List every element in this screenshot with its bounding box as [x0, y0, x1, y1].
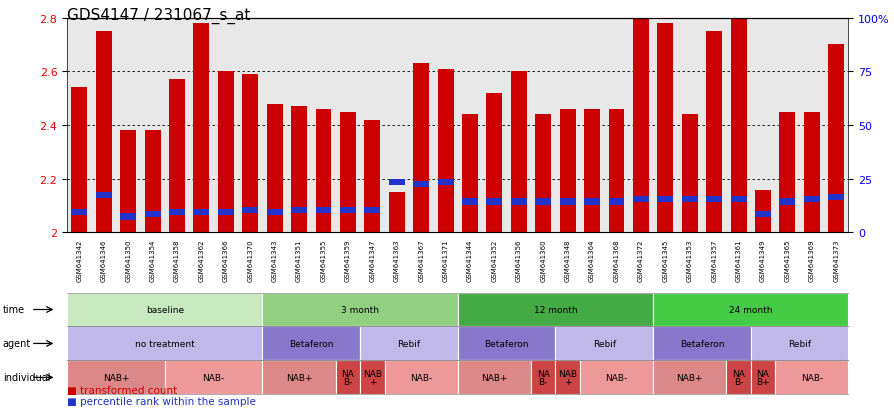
Bar — [755, 211, 770, 218]
Bar — [461, 199, 477, 205]
Bar — [291, 107, 307, 233]
Text: individual: individual — [3, 373, 50, 382]
Bar — [730, 197, 746, 203]
Text: GDS4147 / 231067_s_at: GDS4147 / 231067_s_at — [67, 8, 250, 24]
Bar — [535, 115, 551, 233]
Bar — [510, 72, 527, 233]
Bar — [779, 199, 795, 205]
Bar — [145, 211, 160, 218]
Bar — [388, 179, 404, 186]
Bar — [657, 197, 672, 203]
Bar — [705, 197, 721, 203]
Bar — [584, 199, 599, 205]
Bar — [632, 197, 648, 203]
Bar — [340, 112, 356, 233]
Bar — [364, 207, 380, 214]
Text: NAB+: NAB+ — [676, 373, 702, 382]
Bar — [242, 75, 257, 233]
Text: time: time — [3, 305, 25, 315]
Bar — [486, 94, 502, 233]
Text: NAB
+: NAB + — [558, 369, 577, 386]
Text: Betaferon: Betaferon — [679, 339, 723, 348]
Bar — [266, 104, 283, 233]
Text: NAB-: NAB- — [800, 373, 822, 382]
Bar — [803, 197, 819, 203]
Bar — [559, 110, 575, 233]
Text: NAB
+: NAB + — [362, 369, 382, 386]
Bar — [316, 110, 331, 233]
Text: NAB-: NAB- — [409, 373, 432, 382]
Text: ■ percentile rank within the sample: ■ percentile rank within the sample — [67, 396, 256, 406]
Text: Rebif: Rebif — [788, 339, 810, 348]
Text: NA
B+: NA B+ — [755, 369, 769, 386]
Text: Betaferon: Betaferon — [484, 339, 528, 348]
Bar — [510, 199, 527, 205]
Bar — [461, 115, 477, 233]
Bar — [340, 207, 356, 214]
Text: NA
B-: NA B- — [342, 369, 354, 386]
Bar — [437, 69, 453, 233]
Text: Rebif: Rebif — [592, 339, 615, 348]
Text: no treatment: no treatment — [135, 339, 195, 348]
Bar — [96, 192, 112, 199]
Bar — [72, 209, 88, 216]
Bar — [169, 80, 185, 233]
Text: 12 month: 12 month — [533, 305, 577, 314]
Bar — [120, 131, 136, 233]
Bar — [388, 193, 404, 233]
Bar — [705, 32, 721, 233]
Text: Betaferon: Betaferon — [289, 339, 333, 348]
Bar — [169, 209, 185, 216]
Bar — [559, 199, 575, 205]
Bar — [72, 88, 88, 233]
Text: NAB+: NAB+ — [103, 373, 129, 382]
Bar — [120, 214, 136, 220]
Bar — [291, 207, 307, 214]
Bar — [827, 45, 843, 233]
Text: NAB+: NAB+ — [481, 373, 507, 382]
Bar — [242, 207, 257, 214]
Text: NA
B-: NA B- — [536, 369, 549, 386]
Text: NAB-: NAB- — [202, 373, 224, 382]
Text: 3 month: 3 month — [341, 305, 379, 314]
Bar — [145, 131, 160, 233]
Text: 24 month: 24 month — [729, 305, 772, 314]
Text: baseline: baseline — [146, 305, 183, 314]
Bar — [486, 199, 502, 205]
Bar — [730, 13, 746, 233]
Bar — [632, 19, 648, 233]
Bar — [217, 72, 233, 233]
Text: NA
B-: NA B- — [731, 369, 744, 386]
Bar — [364, 121, 380, 233]
Bar — [437, 179, 453, 186]
Bar — [608, 110, 624, 233]
Text: agent: agent — [3, 339, 31, 349]
Bar — [316, 207, 331, 214]
Bar — [535, 199, 551, 205]
Bar — [657, 24, 672, 233]
Bar — [681, 197, 697, 203]
Bar — [193, 24, 209, 233]
Bar — [413, 181, 428, 188]
Bar — [193, 209, 209, 216]
Bar — [584, 110, 599, 233]
Bar — [608, 199, 624, 205]
Bar — [779, 112, 795, 233]
Text: Rebif: Rebif — [397, 339, 420, 348]
Bar — [681, 115, 697, 233]
Bar — [217, 209, 233, 216]
Bar — [827, 195, 843, 201]
Text: ■ transformed count: ■ transformed count — [67, 385, 177, 395]
Text: NAB+: NAB+ — [285, 373, 312, 382]
Bar — [803, 112, 819, 233]
Bar — [413, 64, 428, 233]
Bar — [755, 190, 770, 233]
Bar — [266, 209, 283, 216]
Bar — [96, 32, 112, 233]
Text: NAB-: NAB- — [604, 373, 627, 382]
